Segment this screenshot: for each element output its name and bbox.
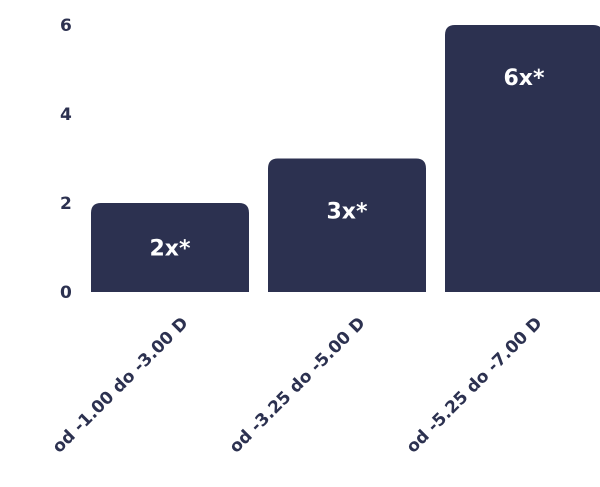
y-tick-label: 4 xyxy=(60,105,72,125)
x-category-label: od -1.00 do -3.00 D xyxy=(49,313,193,457)
y-tick-label: 2 xyxy=(60,194,72,214)
y-axis: 0 2 4 6 xyxy=(60,16,72,303)
bar-data-label: 6x* xyxy=(503,66,544,91)
bar-data-label: 3x* xyxy=(326,200,367,225)
bar xyxy=(445,25,600,292)
bar xyxy=(91,203,249,292)
bars xyxy=(91,25,600,292)
y-tick-label: 6 xyxy=(60,16,72,36)
x-category-label: od -3.25 do -5.00 D xyxy=(226,313,370,457)
x-category-label: od -5.25 do -7.00 D xyxy=(403,313,547,457)
bar-data-label: 2x* xyxy=(149,237,190,262)
data-labels: 2x* 3x* 6x* xyxy=(149,66,544,262)
y-tick-label: 0 xyxy=(60,283,72,303)
bar xyxy=(268,158,426,292)
